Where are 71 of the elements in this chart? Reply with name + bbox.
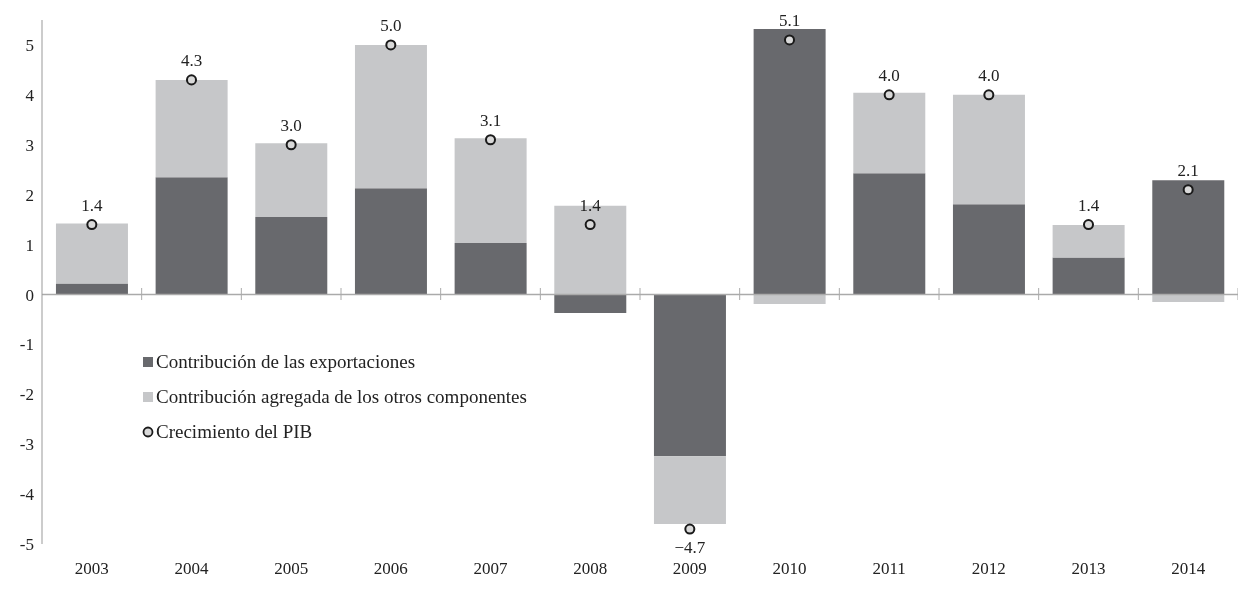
bar xyxy=(454,243,527,295)
y-tick-label: 0 xyxy=(25,285,34,305)
point xyxy=(783,34,796,46)
legend-label: Contribución de las exportaciones xyxy=(156,350,416,375)
bar xyxy=(554,294,627,313)
bar xyxy=(255,143,328,218)
x-tick-label: 2014 xyxy=(1171,559,1206,579)
point xyxy=(584,219,596,231)
data-label: 5.1 xyxy=(778,10,801,30)
x-tick-label: 2006 xyxy=(373,559,408,579)
y-tick-label: -5 xyxy=(19,535,34,555)
point xyxy=(883,89,895,101)
data-label: 4.3 xyxy=(180,50,203,70)
y-tick-label: 2 xyxy=(25,185,34,205)
point xyxy=(385,39,397,51)
x-tick-label: 2010 xyxy=(772,559,807,579)
bar xyxy=(952,94,1025,205)
bar xyxy=(853,92,926,174)
y-tick-label: -4 xyxy=(19,485,35,505)
bar xyxy=(1152,180,1225,295)
x-tick-label: 2005 xyxy=(274,559,309,579)
x-tick-label: 2012 xyxy=(971,559,1006,579)
bar xyxy=(155,177,228,295)
y-tick-label: 3 xyxy=(25,135,34,155)
y-tick-label: 5 xyxy=(25,35,34,55)
data-label: 4.0 xyxy=(878,65,900,85)
point xyxy=(1182,184,1194,196)
data-label: 1.4 xyxy=(81,195,103,215)
bar xyxy=(1052,225,1125,258)
data-label: 3.0 xyxy=(280,115,302,135)
y-tick-label: 4 xyxy=(25,85,35,105)
data-label: 3.1 xyxy=(479,110,502,130)
legend-label: Contribución agregada de los otros componentes xyxy=(156,385,527,410)
bar xyxy=(454,138,527,244)
x-tick-label: 2004 xyxy=(174,559,209,579)
data-label: 1.4 xyxy=(1077,195,1100,215)
legend-label: Crecimiento del PIB xyxy=(156,420,313,445)
bar xyxy=(354,188,427,295)
bar xyxy=(55,283,128,295)
point xyxy=(983,89,995,101)
x-tick-label: 2007 xyxy=(473,559,508,579)
bar xyxy=(354,44,427,189)
point xyxy=(285,139,297,151)
bar xyxy=(1052,257,1125,295)
bar xyxy=(155,79,228,178)
x-tick-label: 2013 xyxy=(1071,559,1106,579)
data-label: 1.4 xyxy=(579,195,602,215)
bar xyxy=(853,173,926,295)
data-label: 4.0 xyxy=(978,65,1000,85)
bar xyxy=(55,223,128,284)
point xyxy=(185,74,198,86)
bar xyxy=(255,217,328,295)
y-tick-label: -1 xyxy=(19,335,34,355)
x-tick-label: 2003 xyxy=(74,559,109,579)
data-label: 2.1 xyxy=(1177,160,1199,180)
bar xyxy=(653,294,726,457)
data-label: −4.7 xyxy=(674,538,706,558)
bar xyxy=(952,204,1025,295)
point xyxy=(684,523,696,535)
bar xyxy=(753,28,826,295)
y-tick-label: 1 xyxy=(25,235,34,255)
x-tick-label: 2008 xyxy=(573,559,608,579)
point xyxy=(484,134,497,146)
data-label: 5.0 xyxy=(380,15,402,35)
point xyxy=(1082,219,1095,231)
bar xyxy=(653,456,726,525)
point xyxy=(86,219,98,231)
x-tick-label: 2009 xyxy=(672,559,707,579)
x-tick-label: 2011 xyxy=(872,559,906,579)
y-tick-label: -2 xyxy=(19,385,34,405)
y-tick-label: -3 xyxy=(19,435,34,455)
